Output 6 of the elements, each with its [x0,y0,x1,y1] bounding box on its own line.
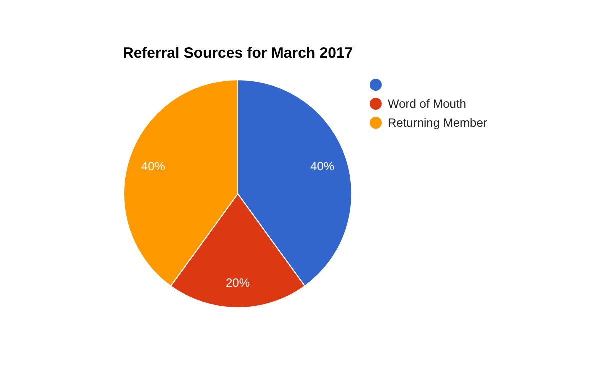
legend-label: Word of Mouth [388,97,466,112]
data-label: 40% [141,160,166,174]
data-label: 40% [310,160,335,174]
legend-label: Returning Member [388,116,488,130]
chart-title: Referral Sources for March 2017 [123,45,354,62]
data-label: 20% [226,276,250,290]
